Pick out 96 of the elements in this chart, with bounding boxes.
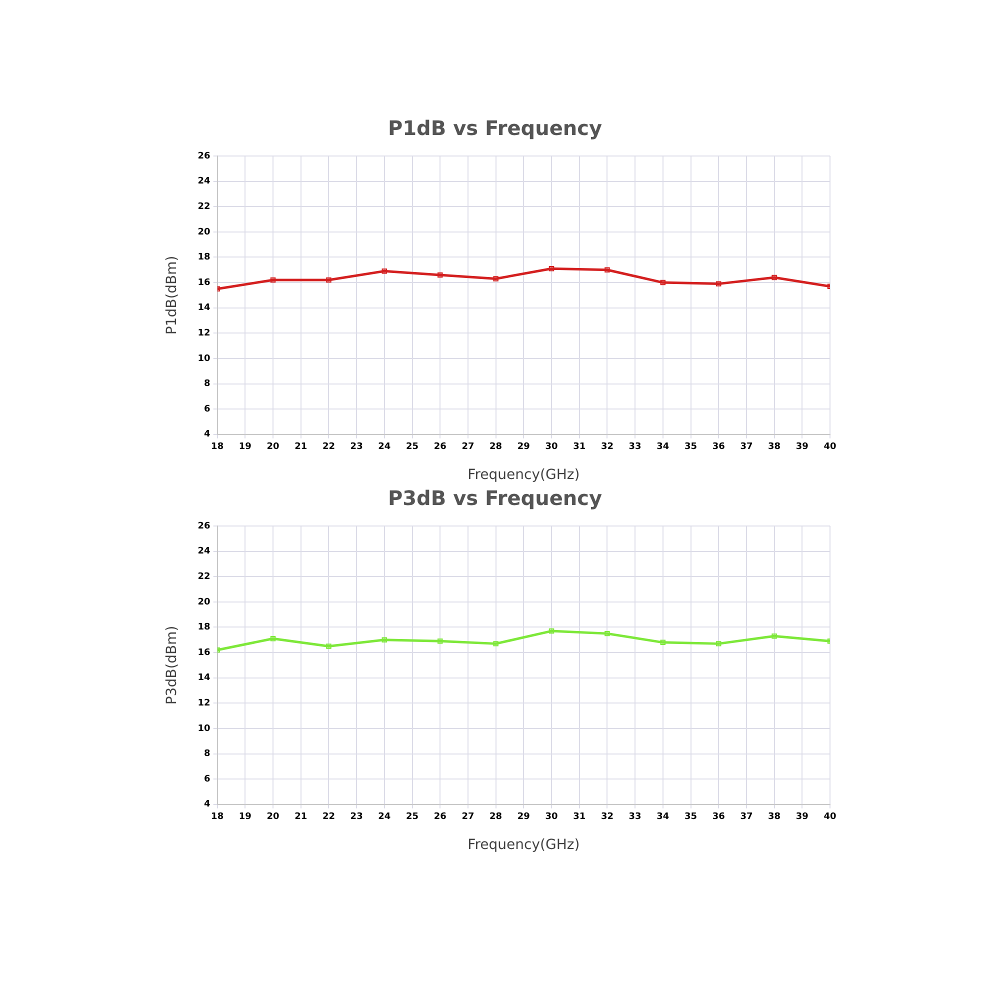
x-tick-label: 35: [684, 442, 698, 452]
y-tick-label: 24: [198, 176, 210, 187]
y-tick-label: 26: [198, 151, 210, 162]
x-tick-label: 28: [490, 812, 502, 822]
y-tick-label: 14: [198, 303, 210, 314]
y-tick-label: 22: [198, 202, 210, 212]
x-tick-label: 27: [462, 812, 474, 822]
x-tick-label: 36: [712, 812, 725, 822]
point: [493, 641, 498, 646]
x-tick-label: 40: [824, 442, 836, 452]
point: [270, 277, 276, 283]
y-tick-label: 10: [198, 354, 210, 364]
x-tick-label: 29: [517, 442, 530, 452]
x-tick-label: 26: [434, 442, 446, 452]
x-tick-label: 22: [322, 812, 335, 822]
y-tick-label: 14: [198, 673, 210, 684]
x-tick-label: 21: [294, 812, 308, 822]
point: [548, 628, 554, 634]
point: [772, 633, 777, 639]
y-tick-label: 12: [198, 698, 210, 709]
x-tick-label: 37: [740, 812, 753, 822]
point: [548, 266, 554, 272]
x-tick-label: 24: [378, 442, 391, 452]
chart-title: P1dB vs Frequency: [388, 116, 602, 140]
point: [660, 280, 666, 286]
x-tick-label: 23: [350, 812, 363, 822]
x-tick-label: 28: [490, 442, 502, 452]
point: [493, 276, 498, 282]
x-tick-label: 32: [600, 442, 614, 452]
x-tick-label: 38: [768, 442, 781, 452]
x-tick-label: 27: [462, 442, 474, 452]
y-axis-title: P1dB(dBm): [164, 256, 180, 335]
x-tick-label: 31: [573, 442, 586, 452]
x-tick-label: 21: [294, 442, 308, 452]
y-tick-label: 24: [198, 546, 210, 557]
x-tick-label: 33: [628, 442, 642, 452]
x-tick-label: 34: [656, 442, 670, 452]
point: [437, 638, 443, 644]
y-tick-label: 4: [204, 430, 210, 440]
y-tick-label: 18: [198, 252, 210, 263]
point: [772, 274, 777, 280]
x-tick-label: 20: [266, 812, 280, 822]
y-tick-label: 8: [204, 379, 210, 390]
x-tick-label: 39: [796, 442, 808, 452]
x-tick-label: 18: [211, 442, 224, 452]
y-tick-label: 6: [204, 774, 210, 784]
y-tick-label: 6: [204, 404, 210, 414]
x-tick-label: 24: [378, 812, 391, 822]
x-tick-label: 32: [600, 812, 614, 822]
x-tick-label: 25: [406, 442, 419, 452]
x-tick-label: 26: [434, 812, 446, 822]
y-tick-label: 26: [198, 521, 210, 532]
x-tick-label: 30: [545, 442, 558, 452]
point: [716, 281, 722, 286]
chart-title: P3dB vs Frequency: [388, 486, 602, 510]
y-tick-label: 16: [198, 648, 210, 658]
x-tick-label: 34: [656, 812, 670, 822]
x-tick-label: 20: [266, 442, 280, 452]
x-tick-label: 29: [517, 812, 530, 822]
point: [382, 268, 388, 274]
y-tick-label: 4: [204, 800, 210, 810]
x-tick-label: 31: [573, 812, 586, 822]
y-tick-label: 10: [198, 724, 210, 734]
x-tick-label: 25: [406, 812, 419, 822]
x-tick-label: 40: [824, 812, 836, 822]
x-tick-label: 22: [322, 442, 335, 452]
point: [660, 640, 666, 646]
x-tick-label: 19: [238, 812, 252, 822]
x-tick-label: 30: [545, 812, 558, 822]
x-tick-label: 39: [796, 812, 808, 822]
y-tick-label: 20: [198, 597, 210, 608]
x-tick-label: 37: [740, 442, 753, 452]
x-tick-label: 36: [712, 442, 725, 452]
x-tick-label: 35: [684, 812, 698, 822]
point: [326, 277, 332, 283]
x-tick-label: 23: [350, 442, 363, 452]
x-axis-title: Frequency(GHz): [468, 467, 580, 484]
y-tick-label: 16: [198, 278, 210, 288]
point: [604, 630, 610, 636]
y-tick-label: 20: [198, 227, 210, 238]
x-axis-title: Frequency(GHz): [468, 837, 580, 854]
y-tick-label: 18: [198, 622, 210, 633]
point: [604, 267, 610, 273]
y-tick-label: 22: [198, 572, 210, 582]
x-tick-label: 18: [211, 812, 224, 822]
y-tick-label: 8: [204, 749, 210, 760]
point: [326, 644, 332, 649]
point: [716, 641, 722, 646]
point: [270, 636, 276, 642]
y-tick-label: 12: [198, 328, 210, 339]
x-tick-label: 19: [238, 442, 252, 452]
x-tick-label: 33: [628, 812, 642, 822]
x-tick-label: 38: [768, 812, 781, 822]
point: [437, 272, 443, 278]
point: [382, 637, 388, 643]
y-axis-title: P3dB(dBm): [164, 626, 180, 705]
